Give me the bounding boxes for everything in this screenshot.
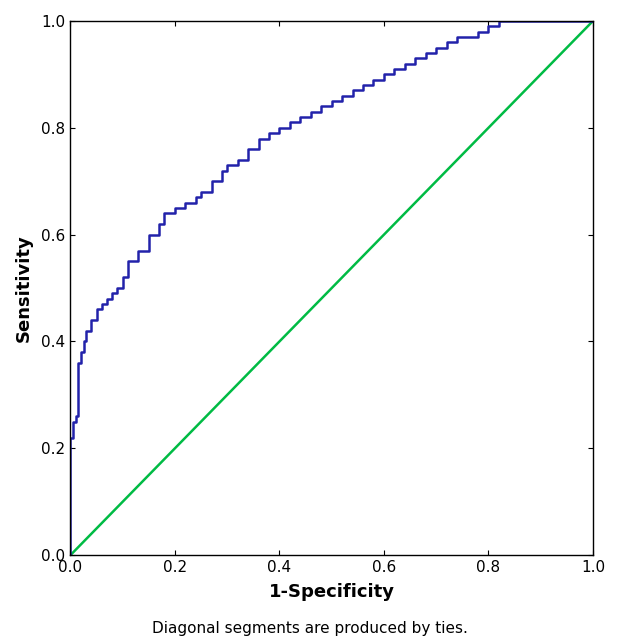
Y-axis label: Sensitivity: Sensitivity — [15, 234, 33, 342]
Text: Diagonal segments are produced by ties.: Diagonal segments are produced by ties. — [152, 621, 468, 636]
X-axis label: 1-Specificity: 1-Specificity — [268, 584, 395, 602]
